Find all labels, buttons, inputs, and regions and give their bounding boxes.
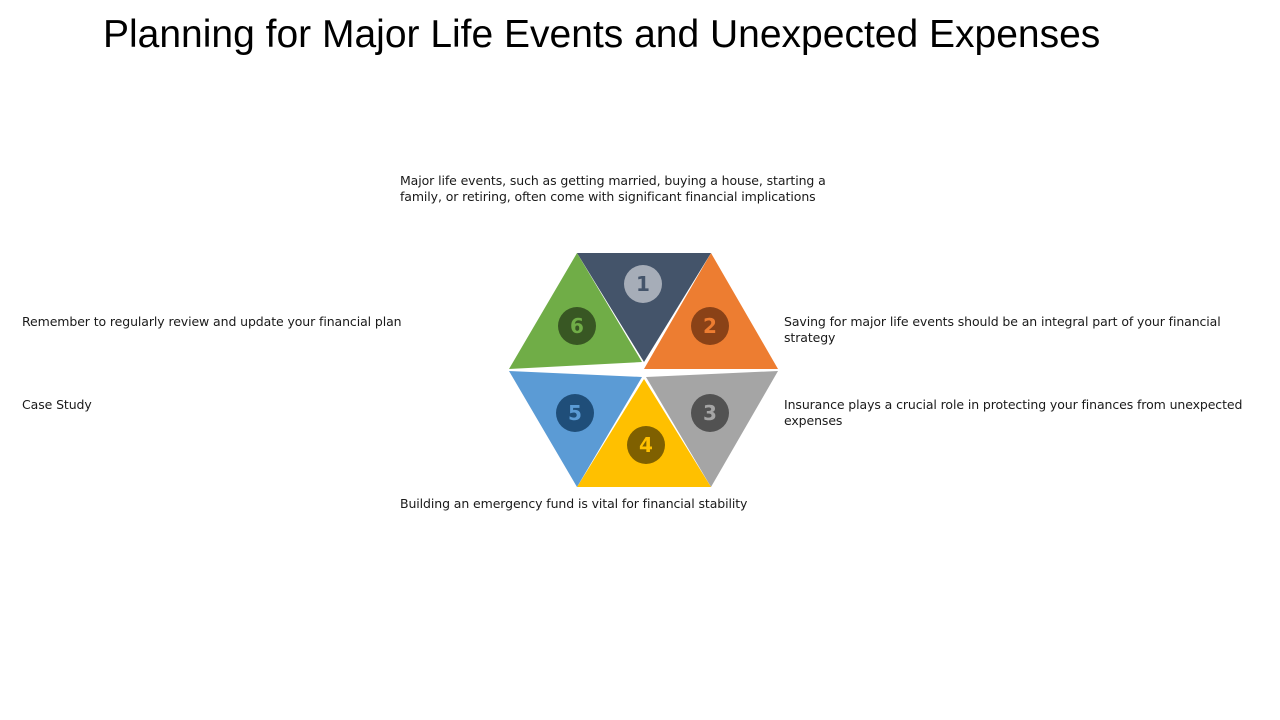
- segment-3-number: 3: [703, 401, 717, 425]
- segment-4-number: 4: [639, 433, 653, 457]
- segment-4-badge: [627, 426, 665, 464]
- segment-6-badge: [558, 307, 596, 345]
- segment-5-number: 5: [568, 401, 582, 425]
- segment-2-badge: [691, 307, 729, 345]
- segment-2: 2: [644, 253, 778, 369]
- segment-4: 4: [577, 379, 711, 487]
- segment-1-triangle: [577, 253, 711, 362]
- hexagon-diagram: 1 2 3 4 5 6: [509, 253, 778, 487]
- caption-4: Building an emergency fund is vital for …: [400, 496, 748, 511]
- segment-1-number: 1: [636, 272, 650, 296]
- slide-title: Planning for Major Life Events and Unexp…: [103, 13, 1101, 56]
- segment-2-number: 2: [703, 314, 717, 338]
- segment-3: 3: [646, 371, 778, 487]
- segment-5: 5: [509, 371, 642, 487]
- segment-1: 1: [577, 253, 711, 362]
- segment-1-badge: [624, 265, 662, 303]
- segment-6: 6: [509, 253, 642, 369]
- segment-3-badge: [691, 394, 729, 432]
- caption-6: Remember to regularly review and update …: [22, 314, 402, 329]
- caption-3: Insurance plays a crucial role in protec…: [784, 397, 1243, 428]
- segment-5-badge: [556, 394, 594, 432]
- caption-2: Saving for major life events should be a…: [784, 314, 1221, 345]
- caption-1: Major life events, such as getting marri…: [400, 173, 826, 204]
- caption-5: Case Study: [22, 397, 92, 412]
- segment-6-number: 6: [570, 314, 584, 338]
